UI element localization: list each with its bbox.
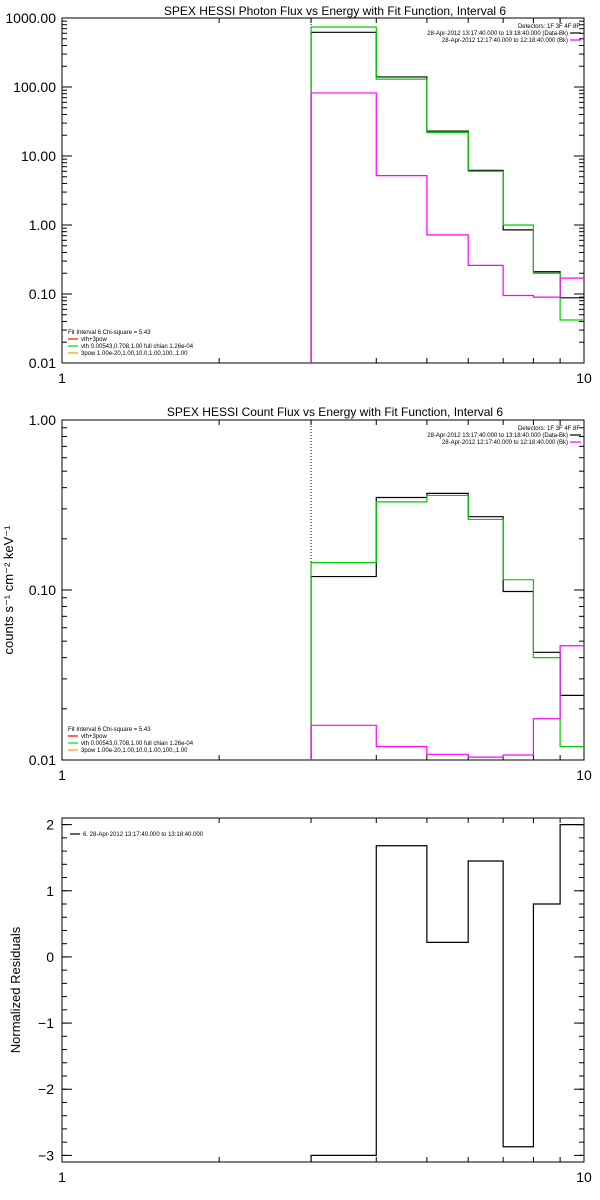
photon-flux-plot-frame <box>61 17 585 364</box>
series-line-2 <box>310 645 584 760</box>
y-tick-label: 1.00 <box>29 412 56 428</box>
photon-flux-plot-content: 1 10 0.01 0.10 1.00 10.00 100.00 1000.00 Detecto… <box>5 10 592 386</box>
y-tick-label: −3 <box>38 1147 54 1163</box>
legend-top-right-entry: 28-Apr-2012 12:17:40.000 to 12:18:40.000… <box>442 38 568 44</box>
legend-top-left-entry: 6. 28-Apr-2012 13:17:40.000 to 13:18:40.… <box>83 832 204 838</box>
legend-bottom-left-entry: vth+3pow <box>81 337 108 343</box>
x-tick-label: 10 <box>576 767 592 783</box>
residuals-plot-frame <box>61 817 585 1163</box>
series-line-0 <box>310 492 584 760</box>
count-flux-panel: SPEX HESSI Count Flux vs Energy with Fit… <box>1 405 592 783</box>
legend-bottom-left-entry: vth+3pow <box>81 734 108 740</box>
series-line-0 <box>310 824 584 1162</box>
legend-top-right-entry: 28-Apr-2012 13:17:40.000 to 13:18:40.000… <box>427 31 568 37</box>
y-tick-label: 0.10 <box>29 582 56 598</box>
series-line-0 <box>310 31 584 363</box>
x-tick-label: 1 <box>58 370 66 386</box>
y-tick-label: 1.00 <box>29 217 56 233</box>
y-tick-label: −2 <box>38 1081 54 1097</box>
residuals-panel: Normalized Residuals 1 10 −3 −2 −1 0 1 2 6. 28-A… <box>8 817 592 1185</box>
y-tick-label: 1 <box>46 883 54 899</box>
residuals-ylabel: Normalized Residuals <box>8 926 23 1053</box>
legend-fit-header: Fit Interval 6 Chi-square = 5.43 <box>68 330 151 336</box>
photon-flux-title: SPEX HESSI Photon Flux vs Energy with Fi… <box>164 4 506 18</box>
y-tick-label: 0.01 <box>29 355 56 371</box>
series-line-2 <box>310 92 584 363</box>
y-tick-label: −1 <box>38 1015 54 1031</box>
y-tick-label: 0 <box>46 949 54 965</box>
y-tick-label: 0.01 <box>29 752 56 768</box>
x-tick-label: 1 <box>58 767 66 783</box>
legend-bottom-left-entry: 3pow 1.00e-20,1.00,10.0,1.00,100.,1.00 <box>81 748 188 754</box>
legend-top-right-entry: 28-Apr-2012 12:17:40.000 to 12:18:40.000… <box>442 440 568 446</box>
y-tick-label: 10.00 <box>21 148 56 164</box>
x-tick-label: 10 <box>576 370 592 386</box>
count-flux-plot-frame <box>61 419 585 761</box>
x-tick-label: 1 <box>58 1169 66 1185</box>
x-tick-label: 10 <box>576 1169 592 1185</box>
legend-fit-header: Fit Interval 6 Chi-square = 5.43 <box>68 727 151 733</box>
count-flux-ylabel: counts s⁻¹ cm⁻² keV⁻¹ <box>1 525 16 655</box>
y-tick-label: 2 <box>46 817 54 833</box>
y-tick-label: 0.10 <box>29 286 56 302</box>
photon-flux-panel: SPEX HESSI Photon Flux vs Energy with Fi… <box>5 4 592 386</box>
legend-bottom-left-entry: vth 0.00543,0.708,1.00 full chian 1.26e-… <box>81 344 194 350</box>
residuals-plot-content: 1 10 −3 −2 −1 0 1 2 6. 28-Apr-2012 13:17:40.000 … <box>38 817 592 1185</box>
legend-top-right-entry: 28-Apr-2012 13:17:40.000 to 13:18:40.000… <box>427 433 568 439</box>
y-tick-label: 100.00 <box>13 79 56 95</box>
series-line-1 <box>310 494 584 760</box>
count-flux-title: SPEX HESSI Count Flux vs Energy with Fit… <box>167 405 503 419</box>
legend-bottom-left-entry: 3pow 1.00e-20,1.00,10.0,1.00,100.,1.00 <box>81 351 188 357</box>
series-line-1 <box>310 26 584 363</box>
y-tick-label: 1000.00 <box>5 10 56 26</box>
legend-bottom-left-entry: vth 0.00543,0.708,1.00 full chian 1.26e-… <box>81 741 194 747</box>
legend-header: Detectors: 1F 3F 4F 8F <box>518 426 580 432</box>
legend-header: Detectors: 1F 3F 4F 8F <box>518 24 580 30</box>
